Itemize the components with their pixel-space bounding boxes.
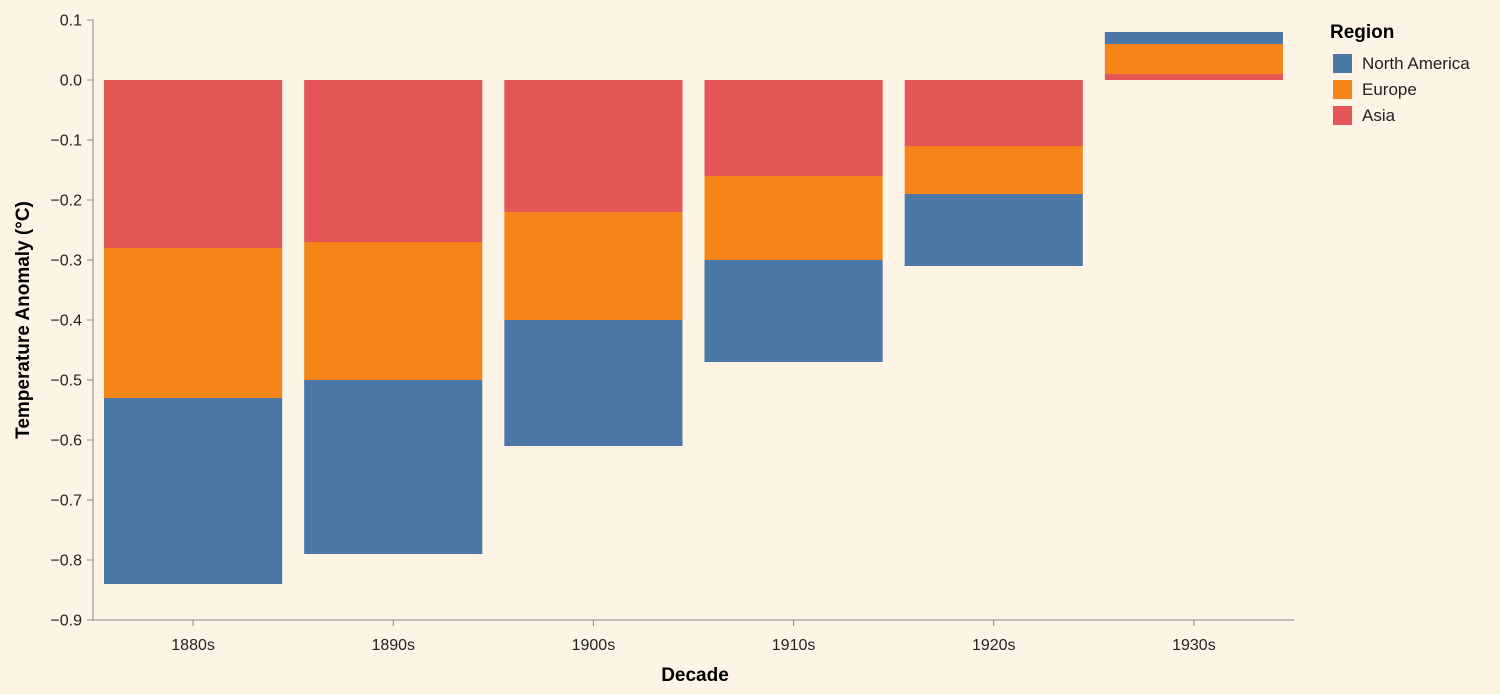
- bar-1930s-north-america: [1104, 32, 1283, 44]
- x-axis-title: Decade: [661, 665, 729, 686]
- bar-1890s-asia: [304, 80, 483, 242]
- x-tick-label: 1900s: [572, 637, 616, 654]
- bar-1920s-north-america: [904, 194, 1083, 266]
- bar-1890s-europe: [304, 242, 483, 380]
- legend-label: North America: [1362, 54, 1470, 73]
- y-tick-label: −0.4: [50, 313, 82, 330]
- x-tick-label: 1890s: [371, 637, 415, 654]
- bar-1930s-europe: [1104, 44, 1283, 74]
- x-tick-label: 1930s: [1172, 637, 1216, 654]
- bar-1900s-asia: [504, 80, 683, 212]
- bar-1880s-north-america: [104, 398, 283, 584]
- y-tick-label: −0.5: [50, 373, 82, 390]
- bar-1920s-asia: [904, 80, 1083, 146]
- y-tick-label: −0.7: [50, 493, 82, 510]
- legend-label: Europe: [1362, 80, 1417, 99]
- bar-1910s-asia: [704, 80, 883, 176]
- bar-1910s-europe: [704, 176, 883, 260]
- legend-swatch: [1333, 80, 1352, 99]
- bar-1900s-north-america: [504, 320, 683, 446]
- bar-1880s-europe: [104, 248, 283, 398]
- legend: Region North America Europe Asia: [1330, 22, 1470, 125]
- y-tick-label: −0.3: [50, 253, 82, 270]
- bars-group: [104, 32, 1283, 584]
- y-axis: 0.1 0.0 −0.1 −0.2 −0.3 −0.4 −0.5 −0.6 −0.7 −0.8 −0…: [50, 13, 94, 630]
- y-tick-label: 0.1: [60, 13, 82, 30]
- bar-1930s-asia: [1104, 74, 1283, 80]
- y-tick-label: −0.6: [50, 433, 82, 450]
- x-axis: 1880s 1890s 1900s 1910s 1920s 1930s: [93, 619, 1294, 654]
- y-tick-label: −0.9: [50, 613, 82, 630]
- y-tick-label: −0.8: [50, 553, 82, 570]
- bar-1910s-north-america: [704, 260, 883, 362]
- legend-swatch: [1333, 106, 1352, 125]
- x-tick-label: 1910s: [772, 637, 816, 654]
- bar-1920s-europe: [904, 146, 1083, 194]
- legend-title: Region: [1330, 22, 1394, 43]
- y-tick-label: 0.0: [60, 73, 82, 90]
- bar-1890s-north-america: [304, 380, 483, 554]
- x-tick-label: 1920s: [972, 637, 1016, 654]
- y-tick-label: −0.1: [50, 133, 82, 150]
- y-tick-label: −0.2: [50, 193, 82, 210]
- bar-1900s-europe: [504, 212, 683, 320]
- legend-swatch: [1333, 54, 1352, 73]
- legend-label: Asia: [1362, 106, 1396, 125]
- bar-1880s-asia: [104, 80, 283, 248]
- x-tick-label: 1880s: [171, 637, 215, 654]
- y-axis-title: Temperature Anomaly (°C): [13, 201, 34, 439]
